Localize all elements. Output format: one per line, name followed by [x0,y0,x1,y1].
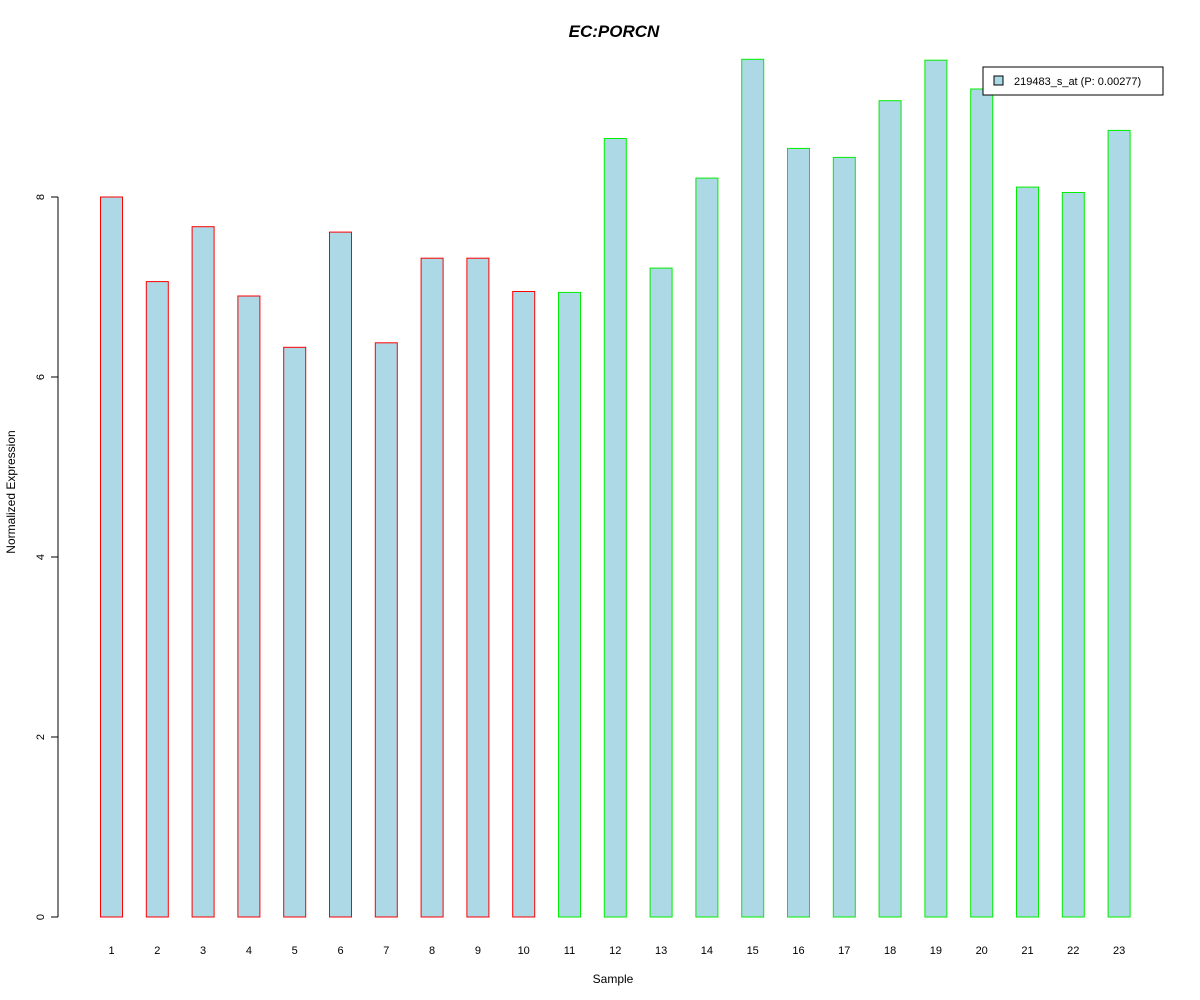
bar-sample-1 [100,196,123,918]
x-tick-label: 16 [792,945,804,957]
x-tick-labels: 1 2 3 4 5 6 7 8 9 10 11 12 13 14 15 16 17 18 19 20 21 22 23 [108,945,1125,957]
x-tick-label: 17 [838,945,850,957]
bar-sample-3 [191,226,215,918]
x-tick-label: 5 [292,945,298,957]
x-tick-label: 1 [108,945,114,957]
bar-sample-4 [237,295,261,918]
bar-sample-6 [329,231,352,918]
bar-sample-2 [145,281,169,918]
bar-sample-5 [283,346,307,918]
bar-sample-13 [649,267,673,918]
legend-box [982,66,1164,96]
bar-sample-12 [603,138,627,918]
legend-swatch [993,75,1004,86]
y-tick-label: 6 [35,374,47,380]
x-tick-label: 23 [1113,945,1125,957]
x-axis-label: Sample [593,972,634,986]
y-tick-label: 8 [35,194,47,200]
y-tick-label: 0 [35,914,47,920]
y-tick-label: 4 [35,554,47,560]
bar-sample-16 [787,147,810,918]
bar-sample-23 [1107,129,1131,918]
x-tick-label: 3 [200,945,206,957]
bar-sample-22 [1061,192,1085,918]
bar-sample-18 [878,100,902,918]
bar-sample-7 [374,342,398,918]
chart-title: EC:PORCN [569,22,660,41]
y-axis-label: Normalized Expression [4,430,18,553]
x-tick-label: 9 [475,945,481,957]
x-tick-label: 10 [518,945,530,957]
bar-sample-17 [832,156,856,918]
x-tick-label: 21 [1021,945,1033,957]
bar-sample-21 [1016,186,1039,918]
bar-sample-10 [512,291,536,918]
x-tick-label: 20 [976,945,988,957]
bar-sample-19 [924,59,948,918]
bar-sample-9 [466,257,490,918]
x-tick-label: 11 [564,945,575,957]
bar-sample-20 [970,88,994,918]
x-tick-label: 4 [246,945,252,957]
bar-sample-11 [558,291,581,918]
bar-sample-8 [420,257,444,918]
x-tick-label: 18 [884,945,896,957]
x-tick-label: 7 [383,945,389,957]
x-tick-label: 6 [337,945,343,957]
bars [100,58,1131,918]
x-tick-label: 15 [747,945,759,957]
x-tick-label: 8 [429,945,435,957]
x-tick-label: 14 [701,945,713,957]
x-tick-label: 2 [154,945,160,957]
y-axis: 0 2 4 6 8 [35,194,59,920]
y-tick-label: 2 [35,734,47,740]
bar-sample-14 [695,177,719,918]
legend-label: 219483_s_at (P: 0.00277) [1014,76,1141,88]
legend: 219483_s_at (P: 0.00277) [982,66,1164,96]
x-tick-label: 13 [655,945,667,957]
x-tick-label: 22 [1067,945,1079,957]
x-tick-label: 19 [930,945,942,957]
x-tick-label: 12 [609,945,621,957]
bar-sample-15 [741,58,765,918]
